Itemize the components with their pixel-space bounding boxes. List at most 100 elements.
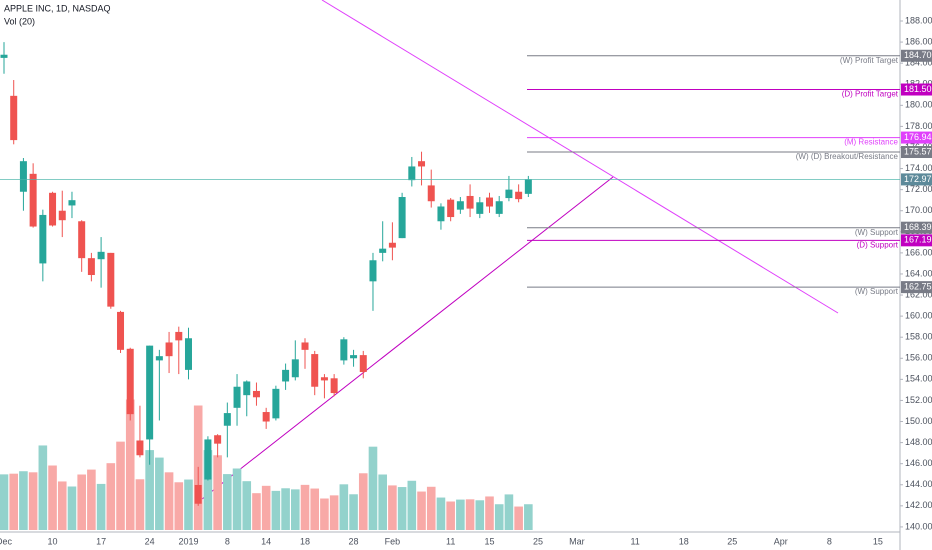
volume-bar: [9, 473, 19, 530]
candle-body: [175, 331, 183, 341]
volume-bar: [252, 493, 261, 530]
candle-body: [398, 197, 406, 239]
x-tick-label: Dec: [0, 536, 12, 546]
volume-bar: [436, 497, 446, 530]
y-tick-label: 140.00: [905, 521, 932, 531]
last-price-label: 172.97: [904, 174, 932, 184]
level-price-box: [901, 83, 932, 96]
level-text: (D) Profit Target: [842, 90, 899, 99]
x-tick-label: 8: [827, 536, 832, 546]
volume-bar: [125, 399, 135, 530]
level-text: (W) Support: [855, 228, 899, 237]
volume-bar: [465, 499, 475, 530]
candle-body: [223, 413, 231, 426]
volume-bar: [446, 501, 455, 530]
volume-bar: [116, 441, 125, 530]
y-tick-label: 158.00: [905, 332, 932, 342]
y-tick-label: 178.00: [905, 121, 932, 131]
candle-body: [252, 390, 260, 398]
drawings: [196, 0, 839, 504]
candle-body: [282, 369, 290, 382]
y-tick-label: 188.00: [905, 15, 932, 25]
volume-bar: [310, 488, 320, 530]
level-price-box: [901, 146, 932, 159]
volume-bar: [155, 457, 164, 530]
plot-area: [0, 42, 533, 530]
candle-body: [359, 355, 367, 372]
volume-bar: [271, 490, 281, 530]
volume-bar: [485, 496, 494, 530]
candle-body: [58, 210, 66, 221]
volume-bar: [397, 487, 407, 530]
trend-line: [321, 0, 839, 314]
candle-body: [330, 378, 338, 394]
level-price-box: [901, 221, 932, 234]
candle-body: [340, 339, 348, 361]
level-price-box: [901, 281, 932, 294]
volume-bar: [28, 472, 38, 530]
volume-bar: [0, 474, 9, 530]
volume-bar: [145, 450, 154, 530]
volume-bar: [174, 482, 184, 530]
candle-body: [437, 206, 445, 222]
volume-bar: [426, 486, 436, 530]
x-tick-label: 28: [349, 536, 359, 546]
candle-body: [97, 251, 105, 260]
y-tick-label: 180.00: [905, 100, 932, 110]
y-tick-label: 164.00: [905, 268, 932, 278]
volume-bar: [417, 491, 426, 530]
y-tick-label: 160.00: [905, 310, 932, 320]
candle-body: [243, 381, 251, 396]
volume-bar: [475, 500, 485, 530]
candle-body: [19, 161, 27, 192]
volume-bar: [329, 495, 339, 530]
candle-body: [184, 338, 192, 370]
x-tick-label: 10: [48, 536, 58, 546]
volume-bar: [57, 481, 67, 530]
x-tick-label: 8: [225, 536, 230, 546]
x-tick-label: Mar: [569, 536, 585, 546]
level-price-label: 176.94: [904, 132, 932, 142]
trend-line: [196, 176, 614, 504]
candle-body: [408, 166, 416, 181]
volume-bar: [291, 489, 300, 530]
level-text: (W) Support: [855, 287, 899, 296]
volume-bar: [87, 469, 96, 530]
y-tick-label: 156.00: [905, 353, 932, 363]
x-tick-label: Feb: [385, 536, 401, 546]
candle-body: [369, 260, 377, 282]
candle-body: [214, 435, 222, 444]
candle-body: [447, 199, 455, 218]
y-tick-label: 150.00: [905, 416, 932, 426]
candle-body: [418, 161, 426, 167]
y-tick-label: 148.00: [905, 437, 932, 447]
candle-body: [146, 345, 154, 440]
volume-bar: [77, 474, 86, 530]
level-text: (W) (D) Breakout/Resistance: [796, 152, 899, 161]
y-tick-label: 152.00: [905, 395, 932, 405]
candle-body: [117, 311, 125, 350]
candle-body: [515, 191, 523, 200]
y-tick-label: 144.00: [905, 479, 932, 489]
level-price-box: [901, 234, 932, 247]
volume-bar: [368, 446, 378, 530]
level-price-box: [901, 49, 932, 62]
volume-bar: [320, 498, 329, 530]
x-tick-label: 15: [484, 536, 494, 546]
volume-bar: [213, 455, 222, 530]
volume-bar: [232, 468, 242, 530]
volume-bar: [504, 494, 514, 530]
candle-body: [0, 54, 8, 58]
candle-body: [165, 342, 173, 357]
x-tick-label: 17: [96, 536, 106, 546]
candle-body: [301, 342, 309, 350]
candle-body: [320, 377, 328, 381]
candle-body: [291, 359, 299, 378]
level-price-label: 181.50: [904, 84, 932, 94]
candle-body: [476, 202, 484, 214]
y-tick-label: 174.00: [905, 163, 932, 173]
candle-body: [68, 200, 76, 206]
volume-bar: [456, 499, 465, 530]
volume-bar: [184, 479, 193, 530]
